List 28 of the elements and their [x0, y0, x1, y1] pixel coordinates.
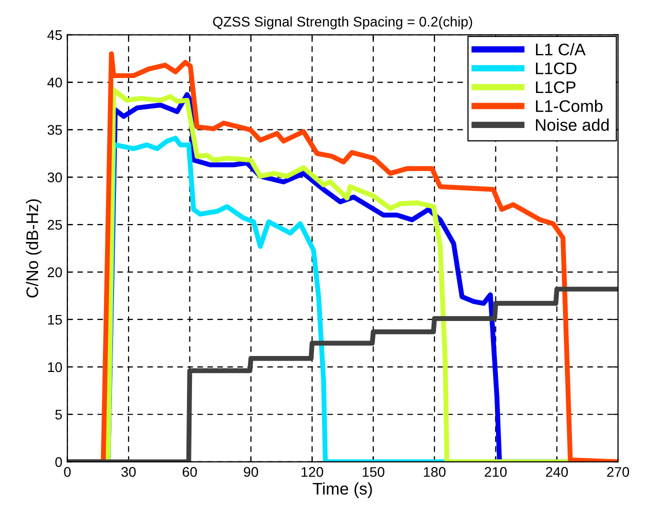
x-axis-title: Time (s)	[312, 482, 372, 498]
x-tick-label: 60	[182, 467, 197, 477]
y-tick-label: 10	[48, 362, 62, 372]
x-tick-label: 90	[244, 467, 258, 477]
legend-label: L1CP	[536, 81, 576, 94]
y-tick-label: 5	[55, 410, 62, 420]
y-tick-label: 0	[55, 457, 62, 467]
x-tick-label: 120	[302, 467, 324, 477]
chart-title: QZSS Signal Strength Spacing = 0.2(chip)	[213, 16, 472, 30]
x-tick-label: 210	[484, 467, 507, 477]
y-tick-label: 30	[48, 172, 62, 182]
y-tick-label: 25	[48, 220, 62, 230]
x-tick-label: 240	[546, 467, 568, 477]
y-tick-label: 45	[47, 30, 62, 40]
legend-label: Noise add	[536, 118, 609, 131]
legend-label: L1-Comb	[536, 100, 602, 112]
x-tick-label: 180	[424, 467, 446, 477]
legend-label: L1 C/A	[536, 43, 586, 56]
y-tick-label: 40	[47, 78, 62, 88]
x-tick-label: 270	[607, 467, 630, 477]
x-tick-label: 30	[121, 467, 136, 477]
x-tick-label: 0	[64, 467, 71, 477]
y-axis-title: C/No (dB-Hz)	[26, 199, 42, 298]
y-tick-label: 15	[48, 314, 62, 325]
x-tick-label: 150	[362, 467, 384, 477]
legend-label: L1CD	[536, 62, 576, 74]
y-tick-label: 35	[48, 125, 62, 135]
y-tick-label: 20	[48, 267, 62, 278]
